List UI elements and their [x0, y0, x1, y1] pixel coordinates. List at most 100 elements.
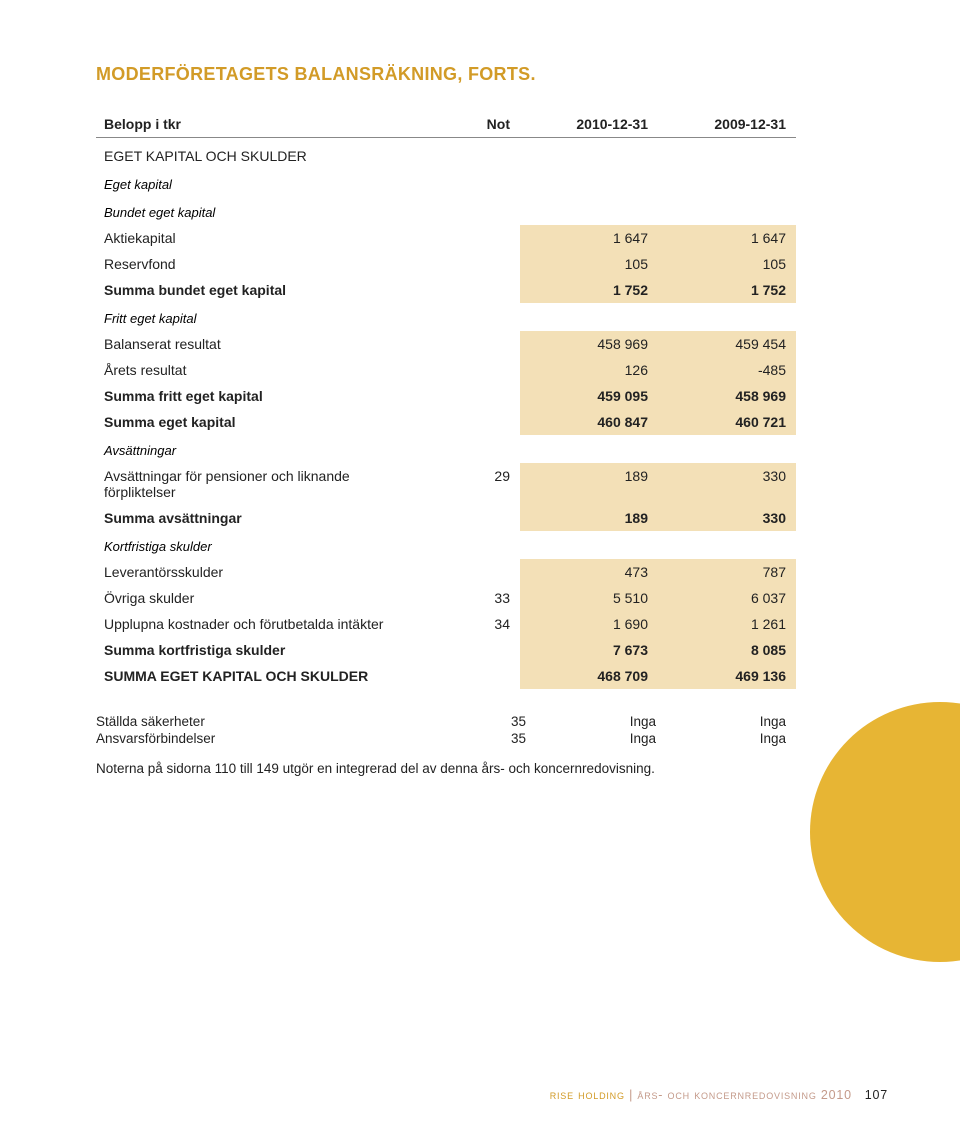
- row-val-2010: 1 752: [520, 277, 658, 303]
- row-val-2010: [520, 197, 658, 225]
- row-val-2009: [658, 303, 796, 331]
- table-row: Upplupna kostnader och förutbetalda intä…: [96, 611, 796, 637]
- row-not: [432, 331, 520, 357]
- row-val-2009: 1 752: [658, 277, 796, 303]
- row-val-2010: 473: [520, 559, 658, 585]
- row-label: Summa avsättningar: [96, 505, 432, 531]
- row-val-2010: 7 673: [520, 637, 658, 663]
- row-not: [432, 409, 520, 435]
- table-row: SUMMA EGET KAPITAL OCH SKULDER468 709469…: [96, 663, 796, 689]
- row-not: [432, 251, 520, 277]
- table-row: Summa avsättningar 189330: [96, 505, 796, 531]
- col-2010: 2010-12-31: [520, 111, 658, 138]
- table-row: Bundet eget kapital: [96, 197, 796, 225]
- row-label: Avsättningar: [96, 435, 432, 463]
- row-val-2009: 460 721: [658, 409, 796, 435]
- row-not: 33: [432, 585, 520, 611]
- integration-footnote: Noterna på sidorna 110 till 149 utgör en…: [96, 761, 888, 776]
- row-not: [432, 357, 520, 383]
- row-label: Summa bundet eget kapital: [96, 277, 432, 303]
- col-2009: 2009-12-31: [658, 111, 796, 138]
- table-header-row: Belopp i tkr Not 2010-12-31 2009-12-31: [96, 111, 796, 138]
- row-val-2010: 189: [520, 463, 658, 505]
- row-val-2010: [520, 138, 658, 170]
- row-val-2009: -485: [658, 357, 796, 383]
- row-not: [432, 169, 520, 197]
- extras-row: Ställda säkerheter35IngaInga: [96, 713, 796, 730]
- row-not: [432, 303, 520, 331]
- row-not: [432, 138, 520, 170]
- row-val-2009: 330: [658, 505, 796, 531]
- row-val-2009: 6 037: [658, 585, 796, 611]
- row-label: Balanserat resultat: [96, 331, 432, 357]
- row-val-2009: 787: [658, 559, 796, 585]
- footer-sep: |: [625, 1088, 638, 1102]
- table-row: Fritt eget kapital: [96, 303, 796, 331]
- row-label: Summa fritt eget kapital: [96, 383, 432, 409]
- row-val-2010: 468 709: [520, 663, 658, 689]
- row-val-2010: 460 847: [520, 409, 658, 435]
- row-val-2009: 459 454: [658, 331, 796, 357]
- row-val-2010: 1 647: [520, 225, 658, 251]
- row-val-2009: [658, 197, 796, 225]
- row-not: [432, 277, 520, 303]
- row-val-2010: 459 095: [520, 383, 658, 409]
- row-not: [432, 637, 520, 663]
- table-row: Eget kapital: [96, 169, 796, 197]
- table-row: Balanserat resultat 458 969459 454: [96, 331, 796, 357]
- row-val-2009: 469 136: [658, 663, 796, 689]
- extras-not: 35: [456, 713, 536, 730]
- row-not: [432, 197, 520, 225]
- row-label: Leverantörsskulder: [96, 559, 432, 585]
- extras-val-2010: Inga: [536, 730, 666, 747]
- row-val-2010: 1 690: [520, 611, 658, 637]
- row-val-2010: [520, 169, 658, 197]
- row-val-2009: 330: [658, 463, 796, 505]
- row-val-2010: [520, 435, 658, 463]
- footer-doc: års- och koncernredovisning 2010: [637, 1088, 852, 1102]
- row-val-2010: 458 969: [520, 331, 658, 357]
- row-not: [432, 225, 520, 251]
- row-label: Avsättningar för pensioner och liknande …: [96, 463, 432, 505]
- row-label: Summa eget kapital: [96, 409, 432, 435]
- row-label: Fritt eget kapital: [96, 303, 432, 331]
- table-row: Summa bundet eget kapital 1 7521 752: [96, 277, 796, 303]
- extras-val-2009: Inga: [666, 713, 796, 730]
- row-label: Övriga skulder: [96, 585, 432, 611]
- row-val-2009: 1 261: [658, 611, 796, 637]
- row-not: 29: [432, 463, 520, 505]
- row-val-2010: [520, 303, 658, 331]
- table-row: Årets resultat126-485: [96, 357, 796, 383]
- row-val-2009: [658, 169, 796, 197]
- col-label: Belopp i tkr: [96, 111, 432, 138]
- row-not: [432, 663, 520, 689]
- footer-page-number: 107: [865, 1088, 888, 1102]
- row-val-2010: 189: [520, 505, 658, 531]
- table-row: Leverantörsskulder 473787: [96, 559, 796, 585]
- row-val-2010: 105: [520, 251, 658, 277]
- page-footer: rise holding | års- och koncernredovisni…: [550, 1088, 888, 1102]
- row-val-2009: [658, 138, 796, 170]
- table-row: Aktiekapital1 6471 647: [96, 225, 796, 251]
- extras-label: Ansvarsförbindelser: [96, 730, 456, 747]
- row-label: EGET KAPITAL OCH SKULDER: [96, 138, 432, 170]
- row-label: Bundet eget kapital: [96, 197, 432, 225]
- extras-val-2010: Inga: [536, 713, 666, 730]
- table-row: Kortfristiga skulder: [96, 531, 796, 559]
- page-container: MODERFÖRETAGETS BALANSRÄKNING, FORTS. Be…: [0, 0, 960, 1142]
- extras-val-2009: Inga: [666, 730, 796, 747]
- row-label: Aktiekapital: [96, 225, 432, 251]
- row-not: 34: [432, 611, 520, 637]
- row-val-2009: [658, 435, 796, 463]
- table-row: Avsättningar för pensioner och liknande …: [96, 463, 796, 505]
- row-label: Upplupna kostnader och förutbetalda intä…: [96, 611, 432, 637]
- page-title: MODERFÖRETAGETS BALANSRÄKNING, FORTS.: [96, 64, 888, 85]
- table-row: Summa eget kapital 460 847460 721: [96, 409, 796, 435]
- col-not: Not: [432, 111, 520, 138]
- row-val-2010: [520, 531, 658, 559]
- table-row: Övriga skulder335 5106 037: [96, 585, 796, 611]
- extras-label: Ställda säkerheter: [96, 713, 456, 730]
- balance-sheet-table: Belopp i tkr Not 2010-12-31 2009-12-31 E…: [96, 111, 796, 689]
- row-label: Kortfristiga skulder: [96, 531, 432, 559]
- row-val-2010: 5 510: [520, 585, 658, 611]
